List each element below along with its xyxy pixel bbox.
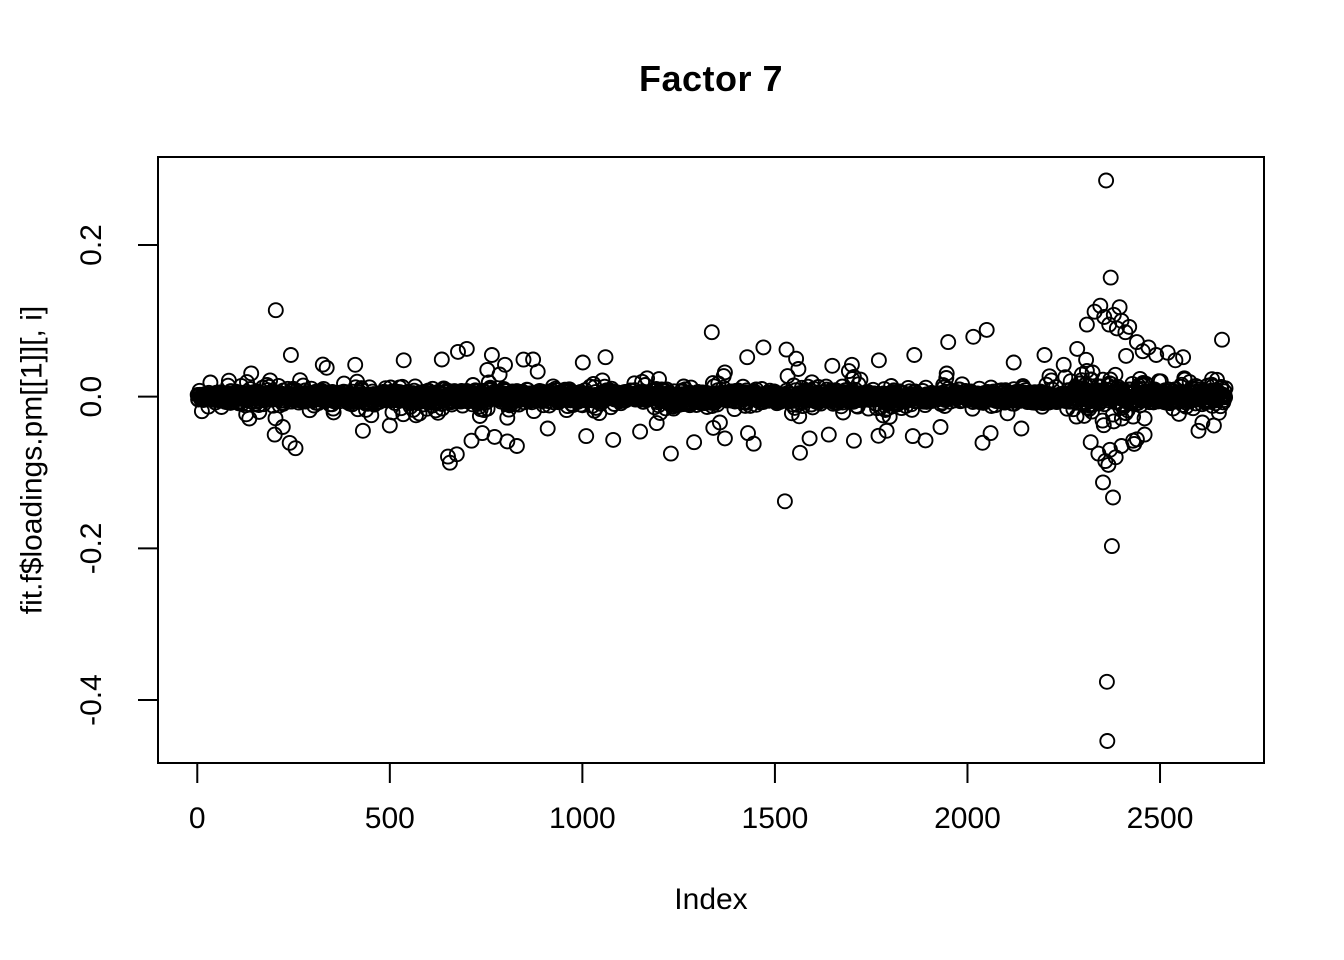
x-tick-label: 500 — [365, 802, 415, 835]
y-axis: 0.2 0.0 -0.2 -0.4 — [75, 224, 158, 726]
data-point — [1102, 269, 1119, 286]
data-point — [1098, 673, 1115, 690]
data-point — [1055, 356, 1072, 373]
data-point — [788, 350, 805, 367]
outlier-points — [266, 172, 1222, 749]
data-point — [440, 448, 456, 465]
data-point — [1095, 474, 1111, 491]
data-point — [1121, 318, 1138, 335]
x-tick-label: 1500 — [742, 802, 809, 835]
data-point — [1092, 297, 1109, 314]
data-point — [497, 356, 513, 373]
data-point — [287, 440, 304, 457]
data-point — [755, 339, 772, 356]
data-point — [1036, 347, 1053, 363]
data-point — [1190, 422, 1207, 439]
data-point — [281, 434, 298, 451]
data-point — [745, 435, 762, 452]
data-point — [703, 324, 720, 341]
data-point — [1105, 489, 1121, 506]
y-tick-label: -0.2 — [75, 523, 108, 575]
data-point — [1136, 426, 1153, 443]
data-point — [274, 419, 291, 435]
data-point — [965, 328, 982, 345]
y-axis-label: fit.f$loadings.pm[[1]][, i] — [15, 305, 49, 615]
data-point — [448, 446, 465, 463]
x-tick-label: 0 — [189, 802, 206, 835]
data-point — [778, 341, 795, 358]
data-point — [1148, 347, 1165, 363]
data-point — [716, 430, 733, 447]
data-point — [433, 351, 450, 368]
data-point — [1103, 538, 1120, 555]
data-point — [381, 417, 398, 434]
x-tick-label: 2500 — [1127, 802, 1194, 835]
data-point — [843, 356, 860, 373]
x-axis-label: Index — [674, 883, 748, 916]
data-point — [578, 428, 595, 445]
data-point — [1167, 352, 1184, 369]
data-point — [1175, 349, 1192, 366]
data-point — [574, 354, 591, 371]
data-point — [739, 349, 756, 366]
data-point — [1013, 420, 1030, 437]
data-point — [1099, 733, 1116, 749]
data-point — [662, 445, 679, 462]
data-point — [878, 422, 895, 439]
y-tick-label: -0.4 — [75, 674, 108, 726]
data-point — [282, 347, 299, 363]
data-point — [347, 356, 364, 373]
plot-box — [157, 156, 1265, 764]
x-tick-label: 1000 — [549, 802, 616, 835]
data-point — [1205, 417, 1222, 434]
data-point — [267, 302, 284, 319]
data-point — [483, 347, 500, 363]
x-axis: 0 500 1000 1500 2000 2500 — [189, 763, 1193, 835]
data-points — [189, 331, 1234, 461]
data-point — [740, 425, 756, 442]
data-point — [597, 349, 614, 366]
data-point — [686, 434, 703, 451]
data-point — [904, 428, 921, 445]
data-point — [632, 423, 649, 440]
data-point — [1078, 316, 1095, 333]
x-tick-label: 2000 — [934, 802, 1001, 835]
data-point — [940, 334, 957, 351]
data-point — [499, 433, 516, 450]
chart-title: Factor 7 — [638, 58, 784, 99]
data-point — [605, 431, 622, 448]
data-point — [870, 352, 887, 369]
data-point — [458, 340, 475, 357]
data-point — [450, 343, 466, 360]
data-point — [1082, 434, 1099, 451]
data-point — [1005, 354, 1022, 371]
data-point — [508, 438, 525, 454]
data-point — [318, 359, 335, 376]
data-point — [463, 432, 480, 449]
data-point — [776, 493, 793, 510]
data-point — [1108, 320, 1125, 337]
data-point — [539, 420, 556, 437]
data-point — [845, 432, 862, 449]
y-tick-label: 0.0 — [75, 376, 108, 418]
data-point — [1098, 172, 1115, 189]
data-point — [266, 426, 283, 443]
data-point — [395, 352, 412, 369]
data-point — [525, 351, 542, 368]
data-point — [354, 422, 371, 439]
data-point — [906, 347, 923, 363]
data-point — [801, 430, 818, 447]
y-tick-label: 0.2 — [75, 224, 108, 266]
data-point — [820, 426, 837, 443]
data-point — [978, 321, 995, 338]
data-point — [982, 425, 999, 442]
data-point — [932, 419, 949, 435]
